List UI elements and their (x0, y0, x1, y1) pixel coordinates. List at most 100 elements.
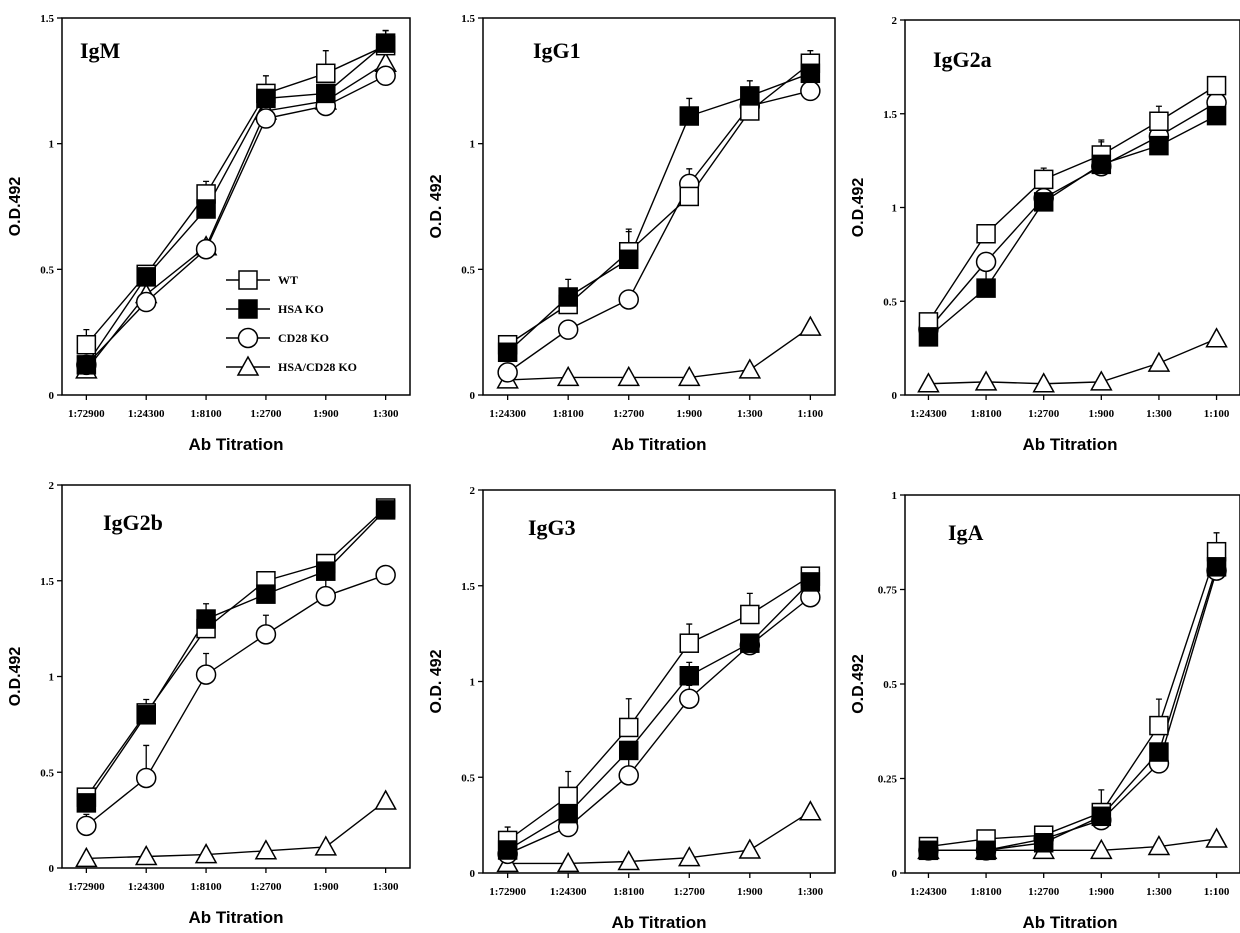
data-point (556, 851, 580, 873)
data-point (1149, 715, 1169, 736)
data-point (1033, 833, 1054, 853)
y-tick-label: 2 (892, 15, 898, 27)
x-tick-label: 1:900 (313, 408, 339, 420)
x-tick-label: 1:2700 (250, 408, 282, 420)
series-line (85, 507, 387, 798)
x-tick-label: 1:8100 (970, 408, 1002, 420)
series-line (507, 90, 811, 373)
data-point (1090, 838, 1113, 860)
y-tick-label: 0 (49, 390, 55, 402)
y-tick-label: 1.5 (883, 109, 897, 121)
data-point (255, 108, 277, 129)
legend: WT HSA KO CD28 KO HSA/CD28 KO (226, 270, 357, 376)
series-line (507, 575, 811, 842)
x-tick-label: 1:300 (373, 408, 399, 420)
data-point (800, 572, 821, 592)
x-tick-label: 1:2700 (250, 881, 282, 893)
legend-marker (238, 270, 258, 290)
data-point (134, 844, 158, 866)
series-line (507, 581, 811, 851)
data-point (75, 846, 98, 868)
series-line (85, 42, 387, 366)
x-tick-label: 1:100 (1204, 886, 1230, 898)
data-point (740, 604, 760, 625)
y-tick-label: 1 (470, 677, 476, 689)
y-tick-label: 0.5 (461, 772, 475, 784)
y-axis-label: O.D. 492 (428, 649, 445, 713)
panel-title: IgG1 (533, 38, 581, 63)
x-tick-label: 1:300 (1146, 886, 1172, 898)
data-point (800, 63, 821, 84)
x-axis-label: Ab Titration (1022, 913, 1117, 932)
legend-label: HSA/CD28 KO (278, 360, 357, 374)
y-tick-label: 1 (892, 490, 898, 502)
x-tick-label: 1:2700 (1028, 408, 1060, 420)
data-point (1033, 169, 1054, 190)
panel-title: IgG2a (933, 47, 992, 72)
x-tick-label: 1:100 (1204, 408, 1230, 420)
data-point (1091, 154, 1112, 175)
y-axis-label: O.D.492 (850, 178, 867, 238)
data-point (375, 500, 396, 520)
y-tick-label: 0.5 (461, 264, 475, 276)
data-point (918, 327, 939, 347)
x-tick-label: 1:8100 (190, 881, 222, 893)
data-point (316, 63, 336, 84)
data-point (975, 251, 997, 273)
x-tick-label: 1:8100 (613, 886, 645, 898)
plot-frame (61, 17, 411, 396)
x-axis-label: Ab Titration (611, 913, 706, 932)
y-tick-label: 1 (49, 139, 55, 151)
x-axis-label: Ab Titration (611, 435, 706, 454)
data-point (76, 355, 97, 375)
legend-label: HSA KO (278, 302, 324, 316)
data-point (196, 609, 216, 629)
data-point (557, 319, 579, 340)
series-line (85, 75, 386, 366)
data-point (1149, 742, 1169, 762)
data-point (497, 342, 518, 363)
plot-frame (904, 19, 1240, 396)
data-point (976, 224, 996, 244)
legend-label: WT (278, 273, 298, 287)
y-tick-label: 2 (49, 480, 55, 492)
x-tick-label: 1:24300 (550, 886, 587, 898)
data-point (76, 334, 97, 355)
data-point (800, 80, 821, 102)
data-point (618, 717, 639, 738)
y-axis-label: O.D.492 (7, 177, 24, 237)
x-tick-label: 1:900 (737, 886, 763, 898)
y-tick-label: 1 (892, 203, 898, 215)
x-tick-label: 1:2700 (1028, 886, 1060, 898)
data-point (194, 843, 218, 864)
y-tick-label: 0 (470, 390, 476, 402)
data-point (136, 267, 156, 287)
x-tick-label: 1:72900 (68, 408, 105, 420)
data-point (76, 793, 97, 813)
series-line (927, 101, 1217, 330)
y-tick-label: 1 (49, 672, 55, 684)
x-tick-label: 1:300 (737, 408, 763, 420)
data-point (679, 106, 700, 126)
y-tick-label: 1.5 (461, 581, 475, 593)
plot-frame (904, 494, 1240, 874)
series-line (507, 62, 811, 346)
data-point (740, 86, 760, 106)
data-point (677, 846, 701, 867)
data-point (374, 789, 397, 810)
data-point (314, 835, 338, 856)
legend-marker (236, 355, 260, 376)
data-point (917, 372, 940, 393)
data-point (679, 186, 700, 207)
data-point (375, 33, 396, 53)
series-line (927, 115, 1217, 338)
data-point (497, 840, 518, 860)
x-tick-label: 1:300 (373, 881, 399, 893)
data-point (1149, 135, 1169, 156)
data-point (679, 688, 700, 709)
y-tick-label: 0.5 (883, 679, 897, 691)
panel-igm: 0 0.5 1 1.5 1:72900 1:24300 1:8100 1:2700 1:900 1… (7, 13, 411, 454)
x-tick-label: 1:900 (676, 408, 702, 420)
x-axis-label: Ab Titration (1022, 435, 1117, 454)
